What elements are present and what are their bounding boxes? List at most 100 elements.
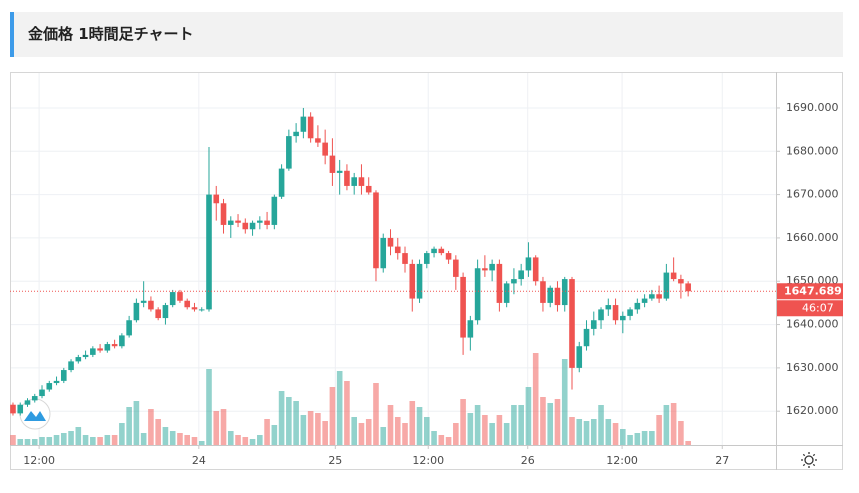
volume-bar	[60, 433, 67, 445]
candle-body	[293, 131, 299, 137]
candle-body	[583, 328, 590, 347]
candle-body	[482, 268, 488, 271]
volume-bar	[344, 381, 350, 445]
candle-body	[68, 361, 74, 371]
volume-bar	[140, 433, 147, 445]
volume-bar	[467, 413, 474, 445]
volume-bar	[685, 441, 691, 445]
countdown-label: 46:07	[802, 301, 834, 314]
candle-body	[438, 248, 445, 254]
volume-bar	[68, 431, 74, 445]
last-price-label: 1647.689	[784, 284, 842, 297]
candle-body	[620, 315, 626, 321]
volume-bar	[46, 437, 53, 445]
volume-bar	[133, 401, 140, 445]
candle-body	[532, 257, 539, 282]
candle-body	[119, 335, 125, 347]
settings-icon[interactable]	[801, 452, 817, 468]
volume-bar	[569, 417, 575, 445]
volume-bar	[416, 407, 423, 445]
volume-bar	[24, 439, 31, 445]
volume-bar	[220, 409, 227, 445]
candle-body	[191, 307, 198, 310]
candle-body	[126, 320, 132, 336]
candle-body	[453, 259, 459, 277]
volume-bar	[97, 437, 103, 445]
candle-body	[257, 220, 263, 223]
logo	[19, 398, 51, 430]
volume-bar	[155, 419, 161, 445]
y-tick-label: 1620.000	[786, 404, 839, 417]
volume-bar	[249, 439, 256, 445]
volume-bar	[264, 419, 270, 445]
candle-body	[271, 196, 278, 225]
volume-bar	[39, 437, 45, 445]
volume-bar	[511, 405, 517, 445]
volume-bar	[547, 403, 554, 445]
volume-bar	[82, 435, 89, 445]
volume-bar	[148, 409, 154, 445]
grid	[10, 72, 776, 445]
candle-body	[31, 396, 38, 401]
volume-bar	[583, 421, 590, 445]
volume-bar	[431, 431, 437, 445]
candle-body	[474, 268, 481, 321]
candle-body	[264, 220, 270, 225]
candle-body	[220, 203, 227, 225]
x-tick-label: 25	[328, 454, 342, 467]
y-tick-label: 1670.000	[786, 188, 839, 201]
candle-body	[184, 300, 191, 308]
volume-bar	[474, 405, 481, 445]
volume-bar	[300, 415, 307, 445]
candle-body	[678, 279, 684, 284]
candle-body	[685, 283, 691, 292]
candle-body	[569, 279, 575, 368]
candle-body	[242, 222, 249, 230]
candle-body	[307, 116, 314, 139]
candle-body	[177, 292, 183, 301]
candle-body	[402, 253, 408, 264]
candle-body	[460, 276, 466, 338]
volume-bar	[641, 431, 648, 445]
volume-bar	[336, 371, 343, 445]
candle-body	[365, 185, 372, 193]
candle-body	[249, 222, 256, 230]
candle-body	[148, 300, 154, 310]
volume-bar	[286, 397, 292, 445]
volume-bar	[409, 401, 416, 445]
x-tick-label: 12:00	[606, 454, 638, 467]
volume-bar	[17, 439, 24, 445]
candle-body	[162, 305, 169, 319]
volume-bar	[387, 405, 394, 445]
volume-bar	[213, 411, 220, 445]
candle-body	[10, 404, 16, 414]
candle-body	[39, 389, 45, 397]
volume-bar	[242, 437, 249, 445]
volume-bar	[126, 407, 132, 445]
volume-bar	[53, 435, 60, 445]
volume-bar	[235, 435, 241, 445]
candle-body	[503, 283, 510, 303]
volume-bar	[532, 353, 539, 445]
candle-body	[373, 192, 379, 269]
volume-bar	[678, 421, 684, 445]
volume-bar	[656, 415, 662, 445]
y-tick-label: 1680.000	[786, 144, 839, 157]
volume-bar	[453, 423, 459, 445]
candle-body	[60, 370, 67, 381]
volume-bar	[503, 423, 510, 445]
candle-body	[111, 344, 118, 347]
candle-body	[53, 380, 60, 384]
volume-bar	[293, 401, 299, 445]
candle-body	[198, 309, 205, 311]
page-title: 金価格 1時間足チャート	[28, 25, 194, 43]
volume-bar	[191, 437, 198, 445]
candle-body	[104, 344, 111, 351]
volume-bar	[518, 405, 524, 445]
candle-body	[634, 302, 641, 310]
candle-body	[90, 348, 96, 355]
volume-bar	[227, 431, 234, 445]
volume-bar	[620, 429, 626, 445]
candle-body	[489, 263, 495, 271]
